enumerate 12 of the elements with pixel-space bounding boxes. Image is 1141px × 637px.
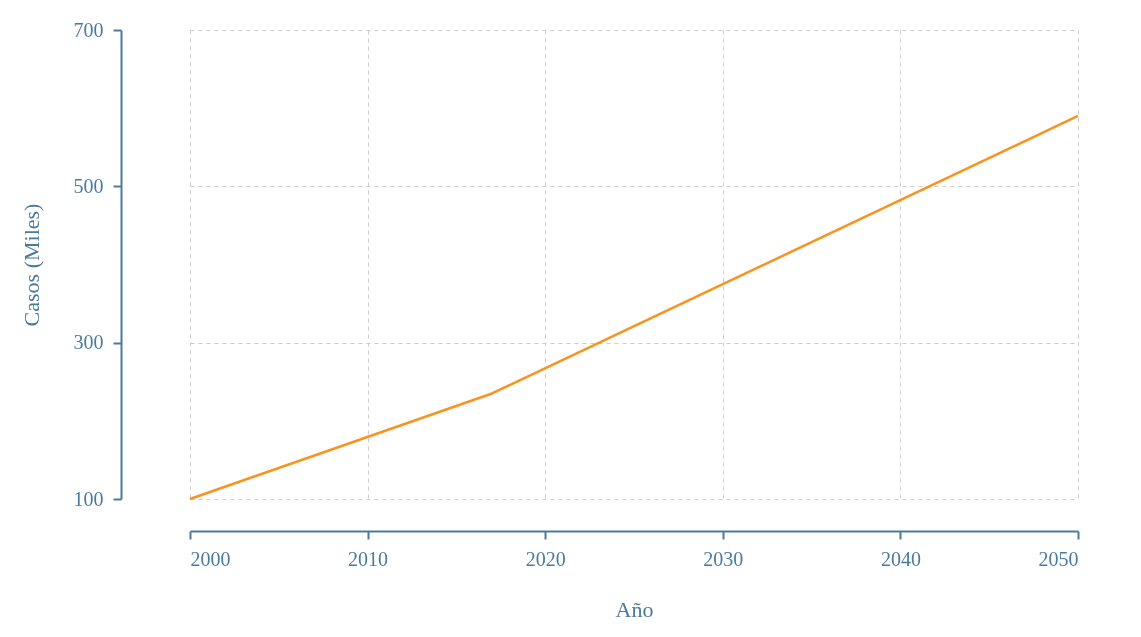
y-axis-title: Casos (Miles)	[18, 203, 44, 327]
x-tick-label: 2010	[348, 547, 389, 570]
x-tick-label: 2030	[703, 547, 744, 570]
y-tick-label: 500	[73, 174, 104, 197]
y-tick-label: 300	[73, 331, 104, 354]
x-tick-label: 2040	[880, 547, 921, 570]
x-axis-title: Año	[615, 596, 654, 622]
x-tick-label: 2050	[1038, 547, 1079, 570]
x-tick-label: 2000	[190, 547, 231, 570]
x-tick-label: 2020	[525, 547, 566, 570]
y-tick-label: 100	[73, 487, 104, 510]
y-tick-label: 700	[73, 18, 104, 41]
